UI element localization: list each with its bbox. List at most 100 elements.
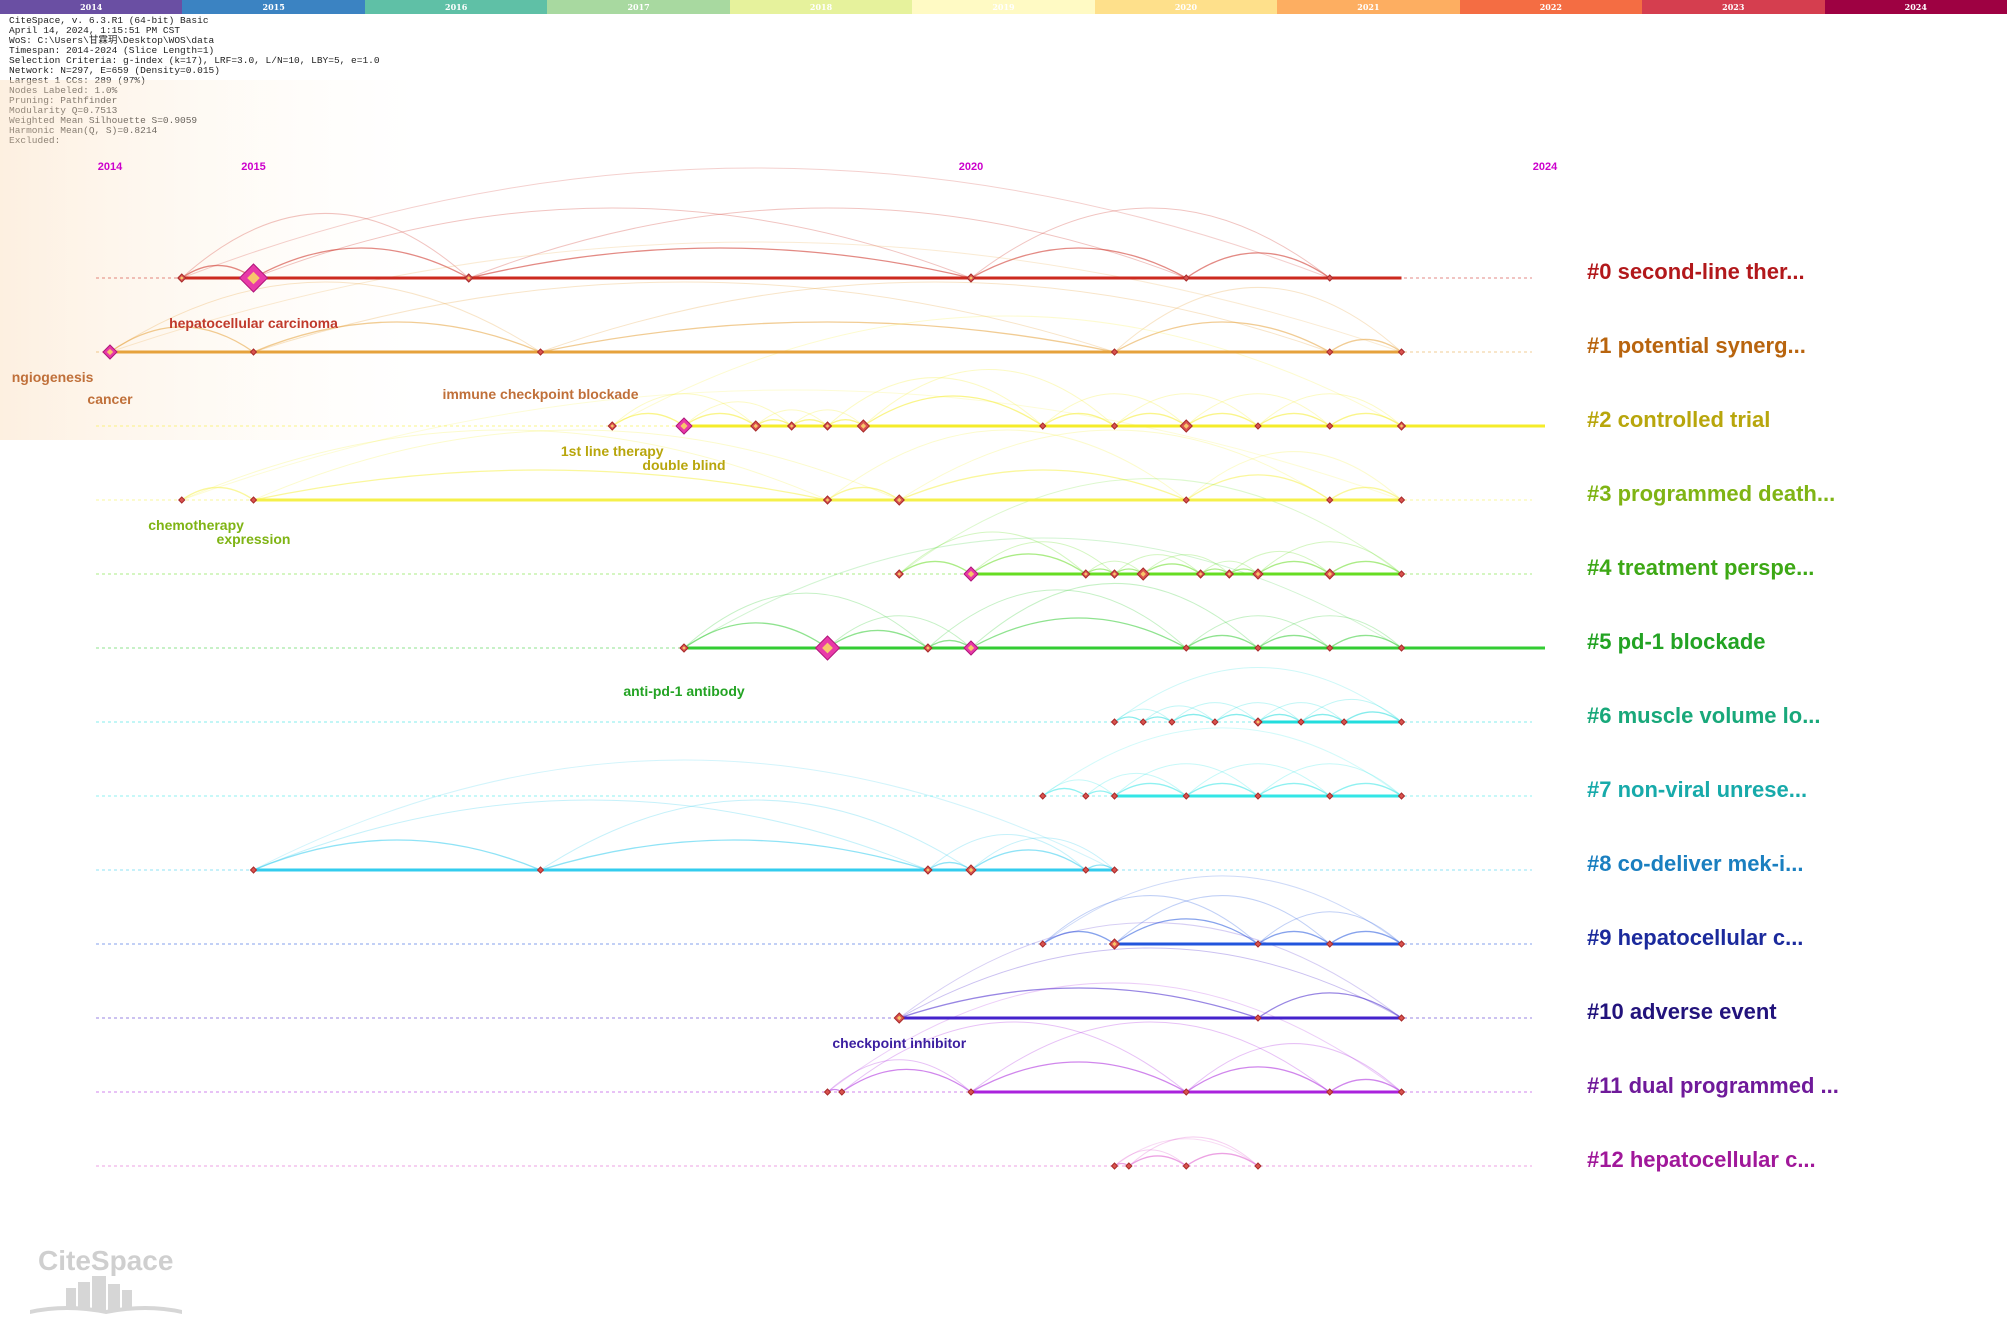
citation-arc	[1329, 486, 1402, 501]
cluster-label[interactable]: #10 adverse event	[1587, 999, 1777, 1024]
term-label[interactable]: hepatocellular carcinoma	[169, 315, 338, 331]
cluster-node[interactable]	[1254, 422, 1262, 430]
cluster-node[interactable]	[249, 866, 258, 874]
cluster-node[interactable]	[249, 496, 258, 504]
cluster-label[interactable]: #12 hepatocellular c...	[1587, 1147, 1816, 1172]
cluster-node[interactable]	[1326, 792, 1334, 800]
cluster-node[interactable]	[1110, 718, 1119, 726]
cluster-node[interactable]	[1397, 348, 1406, 356]
cluster-lane-6[interactable]	[96, 717, 1532, 727]
cluster-label[interactable]: #9 hepatocellular c...	[1587, 925, 1803, 950]
cluster-node[interactable]	[1039, 422, 1047, 430]
cluster-node[interactable]	[1326, 644, 1334, 652]
term-label[interactable]: checkpoint inhibitor	[832, 1035, 966, 1051]
cluster-node[interactable]	[1254, 940, 1262, 948]
cluster-lane-7[interactable]	[96, 792, 1532, 800]
cluster-node[interactable]	[1397, 496, 1406, 504]
cluster-node[interactable]	[823, 1088, 832, 1096]
citation-arc	[468, 247, 972, 279]
cluster-node[interactable]	[1039, 940, 1047, 948]
cluster-node[interactable]	[1326, 348, 1334, 356]
cluster-node[interactable]	[1182, 644, 1190, 652]
cluster-node[interactable]	[838, 1088, 846, 1096]
cluster-node[interactable]	[1397, 1014, 1406, 1022]
citation-arc	[898, 429, 1331, 501]
term-label[interactable]: expression	[217, 531, 291, 547]
cluster-node[interactable]	[1182, 1162, 1190, 1170]
cluster-node[interactable]	[1110, 348, 1119, 356]
cluster-label[interactable]: #11 dual programmed ...	[1587, 1073, 1839, 1098]
cluster-node[interactable]	[1297, 718, 1305, 726]
cluster-node[interactable]	[1254, 1014, 1262, 1022]
cluster-node[interactable]	[1039, 792, 1047, 800]
term-label[interactable]: cancer	[87, 391, 133, 407]
cluster-lane-2[interactable]	[96, 417, 1545, 435]
cluster-label[interactable]: #4 treatment perspe...	[1587, 555, 1814, 580]
cluster-node[interactable]	[1254, 792, 1262, 800]
cluster-node[interactable]	[1110, 1162, 1119, 1170]
cluster-lane-8[interactable]	[96, 864, 1532, 876]
cluster-node[interactable]	[1139, 718, 1147, 726]
cluster-node[interactable]	[1397, 940, 1406, 948]
cluster-node[interactable]	[249, 348, 258, 356]
cluster-node[interactable]	[1110, 792, 1119, 800]
cluster-node[interactable]	[1168, 718, 1176, 726]
cluster-label[interactable]: #5 pd-1 blockade	[1587, 629, 1766, 654]
cluster-label[interactable]: #0 second-line ther...	[1587, 259, 1805, 284]
cluster-node[interactable]	[1182, 274, 1190, 282]
cluster-lane-0[interactable]	[96, 263, 1532, 293]
cluster-node[interactable]	[1397, 644, 1406, 652]
cluster-node[interactable]	[1254, 1162, 1262, 1170]
cluster-node[interactable]	[1397, 570, 1406, 578]
cluster-node[interactable]	[178, 496, 186, 504]
cluster-node[interactable]	[1182, 496, 1190, 504]
cluster-lane-5[interactable]	[96, 635, 1545, 661]
cluster-node[interactable]	[1254, 644, 1262, 652]
cluster-node[interactable]	[1340, 718, 1348, 726]
term-label[interactable]: immune checkpoint blockade	[442, 386, 638, 402]
cluster-node[interactable]	[1182, 792, 1190, 800]
cluster-node[interactable]	[1211, 718, 1219, 726]
cluster-node[interactable]	[1397, 792, 1406, 800]
cluster-label[interactable]: #6 muscle volume lo...	[1587, 703, 1821, 728]
axis-year-label: 2020	[959, 161, 983, 173]
cluster-lane-4[interactable]	[96, 566, 1532, 582]
cluster-lane-11[interactable]	[96, 1088, 1532, 1096]
cluster-label[interactable]: #7 non-viral unrese...	[1587, 777, 1807, 802]
node-core	[1327, 571, 1332, 577]
term-label[interactable]: anti-pd-1 antibody	[623, 683, 745, 699]
cluster-label[interactable]: #1 potential synerg...	[1587, 333, 1806, 358]
cluster-lane-1[interactable]	[96, 344, 1532, 360]
cluster-node[interactable]	[1326, 274, 1334, 282]
cluster-label[interactable]: #2 controlled trial	[1587, 407, 1770, 432]
cluster-node[interactable]	[1326, 1088, 1334, 1096]
term-label[interactable]: chemotherapy	[148, 517, 244, 533]
cluster-label[interactable]: #3 programmed death...	[1587, 481, 1835, 506]
cluster-node[interactable]	[1082, 866, 1090, 874]
cluster-node[interactable]	[1110, 422, 1119, 430]
cluster-node[interactable]	[1326, 940, 1334, 948]
cluster-node[interactable]	[1326, 422, 1334, 430]
cluster-node[interactable]	[536, 348, 545, 356]
cluster-node[interactable]	[536, 866, 545, 874]
year-color-bar: 2014 2015 2016 2017 2018 2019 2020 2021 2022 2023…	[0, 0, 2007, 14]
term-label[interactable]: double blind	[642, 457, 725, 473]
citation-arc	[1114, 1138, 1259, 1167]
cluster-lane-10[interactable]	[96, 1012, 1532, 1024]
cluster-lane-3[interactable]	[96, 494, 1532, 506]
cluster-lane-9[interactable]	[96, 938, 1532, 950]
cluster-node[interactable]	[1082, 792, 1090, 800]
term-label[interactable]: 1st line therapy	[561, 443, 664, 459]
cluster-node[interactable]	[967, 1088, 975, 1096]
cluster-node[interactable]	[1110, 866, 1119, 874]
cluster-node[interactable]	[1326, 496, 1334, 504]
cluster-lane-12[interactable]	[96, 1162, 1532, 1170]
cluster-label[interactable]: #8 co-deliver mek-i...	[1587, 851, 1803, 876]
cluster-node[interactable]	[1397, 1088, 1406, 1096]
logo-text: CiteSpace	[38, 1245, 174, 1276]
cluster-node[interactable]	[1397, 718, 1406, 726]
term-label[interactable]: ngiogenesis	[12, 369, 94, 385]
cluster-node[interactable]	[1125, 1162, 1133, 1170]
cluster-node[interactable]	[1182, 1088, 1190, 1096]
